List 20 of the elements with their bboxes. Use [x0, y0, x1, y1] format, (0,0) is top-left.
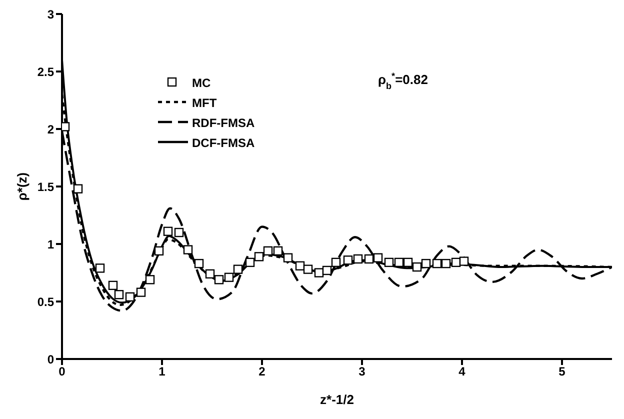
- x-tick-label: 5: [558, 364, 566, 379]
- y-axis-title: ρ*(z): [14, 172, 30, 201]
- y-tick-label: 0.5: [37, 294, 54, 309]
- x-tick-label: 3: [358, 364, 366, 379]
- x-tick-label: 2: [258, 364, 266, 379]
- legend-label: RDF-FMSA: [192, 116, 255, 130]
- y-tick-label: 1: [47, 237, 54, 252]
- legend-label: MFT: [192, 96, 218, 110]
- y-tick-label: 2.5: [37, 64, 54, 79]
- y-tick-label: 3: [47, 7, 54, 22]
- annotation: ρ$_{b}$$^{*}$=0.82: [378, 71, 428, 91]
- legend-label: MC: [192, 76, 211, 90]
- x-tick-label: 0: [58, 364, 66, 379]
- y-tick-label: 2: [47, 122, 54, 136]
- x-tick-label: 1: [158, 364, 166, 379]
- y-tick-label: 0: [47, 352, 54, 366]
- legend-label: DCF-FMSA: [192, 136, 255, 150]
- x-axis-title: z*-1/2: [320, 392, 354, 408]
- y-tick-label: 1.5: [37, 180, 54, 194]
- x-tick-label: 4: [458, 364, 466, 379]
